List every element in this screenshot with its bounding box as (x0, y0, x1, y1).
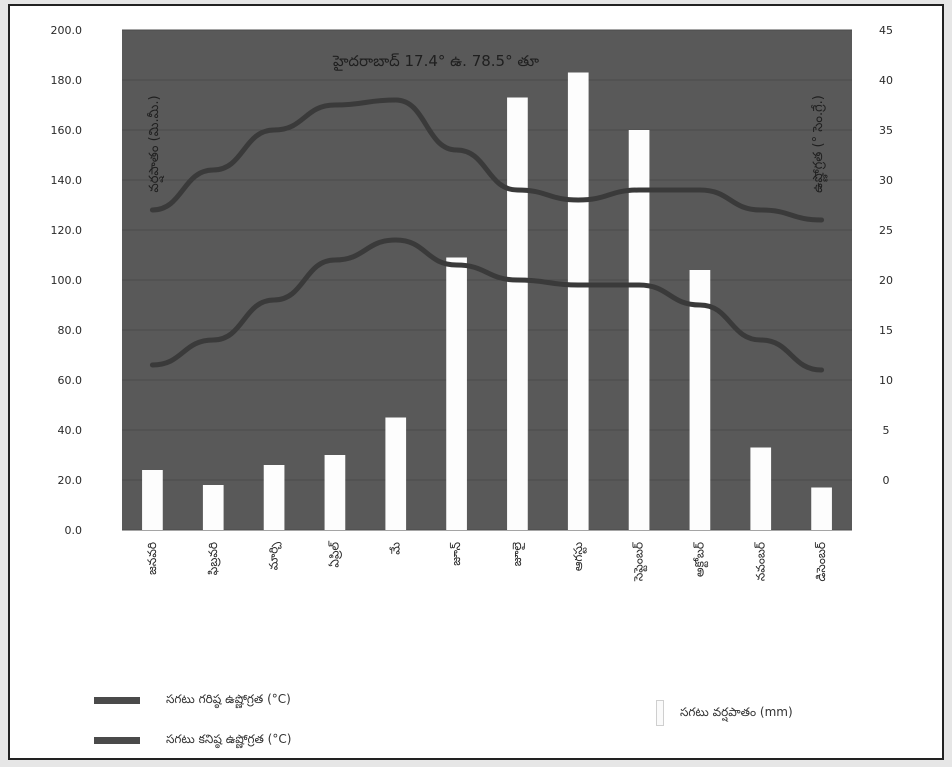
legend-swatch-max-temp (94, 697, 140, 704)
legend-label-max-temp: సగటు గరిష్ఠ ఉష్ణోగ్రత (°C) (166, 692, 291, 706)
right-tick-label: 5 (883, 424, 890, 437)
rainfall-bars (142, 72, 832, 530)
right-tick-label: 20 (879, 274, 893, 287)
temperature-lines (149, 97, 825, 373)
month-label: అక్టోబర్ (692, 542, 708, 577)
month-label: ఫిబ్రవరి (206, 542, 221, 575)
legend-label-rainfall: సగటు వర్షపాతం (mm) (680, 704, 793, 719)
left-tick-label: 20.0 (58, 474, 83, 487)
month-label: ఏప్రిల్ (327, 541, 342, 568)
left-tick-label: 120.0 (51, 224, 83, 237)
month-labels: జనవరి ఫిబ్రవరి మార్చి ఏప్రిల్ మే జూన్ జూలై ఆగస్… (145, 541, 828, 583)
left-axis-ticks: 0.0 20.0 40.0 60.0 80.0 100.0 120.0 140.0 160.0 1… (51, 24, 83, 537)
legend-item-max-temp: సగటు గరిష్ఠ ఉష్ణోగ్రత (°C) (94, 692, 291, 709)
month-label: జూన్ (449, 542, 463, 566)
left-tick-label: 60.0 (58, 374, 83, 387)
month-label: మార్చి (267, 542, 283, 570)
month-label: జూలై (510, 542, 525, 567)
rainfall-bar (263, 465, 285, 530)
left-tick-label: 200.0 (51, 24, 83, 37)
rainfall-bar (202, 485, 224, 530)
rainfall-bar (811, 487, 832, 530)
rainfall-bar (507, 97, 528, 530)
right-tick-label: 35 (879, 124, 893, 137)
left-tick-label: 40.0 (58, 424, 83, 437)
rainfall-bar (750, 447, 772, 530)
month-label: జనవరి (145, 542, 159, 575)
right-axis-ticks: 0 5 10 15 20 25 30 35 40 45 (879, 24, 893, 487)
right-axis-label: ఉష్ణోగ్రత (° సెం.గ్రే.) (811, 95, 828, 193)
chart-title: హైదరాబాద్ 17.4° ఉ. 78.5° తూ (332, 52, 539, 71)
left-tick-label: 180.0 (51, 74, 83, 87)
right-tick-label: 25 (879, 224, 893, 237)
rainfall-bar (324, 455, 346, 530)
max-temp-line (149, 97, 825, 223)
rainfall-bar (446, 257, 467, 530)
left-tick-label: 0.0 (65, 524, 83, 537)
legend-label-min-temp: సగటు కనిష్ఠ ఉష్ణోగ్రత (°C) (166, 732, 292, 746)
min-temp-line (149, 237, 825, 373)
legend-item-rainfall: సగటు వర్షపాతం (mm) (656, 700, 793, 726)
rainfall-bar (628, 130, 650, 530)
left-tick-label: 100.0 (51, 274, 83, 287)
right-tick-label: 45 (879, 24, 893, 37)
right-tick-label: 40 (879, 74, 893, 87)
month-label: ఆగస్టు (571, 542, 587, 571)
left-tick-label: 80.0 (58, 324, 83, 337)
legend-swatch-min-temp (94, 737, 140, 744)
rainfall-bar (689, 270, 711, 530)
month-label: సెప్టెంబర్ (632, 542, 648, 582)
rainfall-bar (385, 417, 407, 530)
gridlines (122, 29, 852, 531)
left-tick-label: 140.0 (51, 174, 83, 187)
month-label: డిసెంబర్ (814, 542, 828, 582)
legend-swatch-rainfall (656, 700, 664, 726)
rainfall-bar (142, 470, 163, 530)
left-axis-label: వర్షపాతం (మి.మీ.) (147, 95, 165, 192)
right-tick-label: 30 (879, 174, 893, 187)
legend-item-min-temp: సగటు కనిష్ఠ ఉష్ణోగ్రత (°C) (94, 732, 291, 749)
left-tick-label: 160.0 (51, 124, 83, 137)
right-tick-label: 15 (879, 324, 893, 337)
chart: 0.0 20.0 40.0 60.0 80.0 100.0 120.0 140.0 160.0 1… (51, 24, 894, 583)
month-label: మే (388, 542, 402, 555)
figure-frame: 0.0 20.0 40.0 60.0 80.0 100.0 120.0 140.0 160.0 1… (8, 4, 944, 760)
right-tick-label: 0 (883, 474, 890, 487)
rainfall-bar (567, 72, 589, 530)
right-tick-label: 10 (879, 374, 893, 387)
month-label: నవంబర్ (753, 542, 767, 581)
